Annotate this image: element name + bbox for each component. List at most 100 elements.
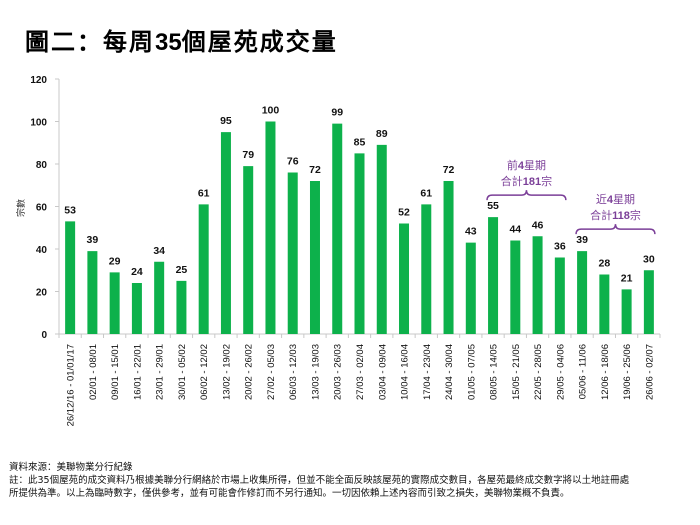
bar: [465, 242, 476, 334]
x-tick-label: 10/04 - 16/04: [400, 344, 411, 400]
bar: [287, 172, 298, 334]
bar: [109, 272, 120, 334]
annotation-line-2: 合計118宗: [590, 208, 641, 222]
x-tick-label: 19/06 - 25/06: [622, 344, 633, 400]
bar: [176, 280, 187, 334]
bar-value-label: 76: [287, 156, 299, 168]
bar-value-label: 36: [554, 241, 566, 253]
bar: [65, 221, 76, 334]
bar: [154, 261, 165, 334]
bar: [376, 144, 387, 334]
x-tick-label: 13/02 - 19/02: [221, 344, 232, 400]
bar-value-label: 21: [621, 272, 633, 284]
bar-value-label: 30: [643, 253, 655, 265]
bar: [198, 204, 209, 334]
bar-value-label: 24: [131, 266, 143, 278]
annotation-line-1: 近4星期: [596, 193, 635, 206]
y-tick-label: 0: [41, 330, 47, 341]
x-tick-label: 06/02 - 12/02: [199, 344, 210, 400]
bar-value-label: 43: [465, 226, 477, 238]
y-tick-label: 80: [36, 160, 48, 171]
bar-value-label: 100: [262, 105, 280, 117]
bar-value-label: 55: [487, 200, 499, 212]
x-tick-label: 20/03 - 26/03: [333, 344, 344, 400]
bar: [554, 257, 565, 334]
x-tick-label: 09/01 - 15/01: [110, 344, 121, 400]
bar-value-label: 25: [176, 264, 188, 276]
disclaimer-line-1: 註：此35個屋苑的成交資料乃根據美聯分行網絡於市場上收集所得，但並不能全面反映該…: [9, 475, 630, 486]
bar: [243, 166, 254, 334]
x-tick-label: 27/03 - 02/04: [355, 344, 366, 400]
title-prefix: 圖二：每周: [25, 27, 155, 56]
bar: [488, 217, 499, 334]
bar: [532, 236, 543, 334]
bar-value-label: 89: [376, 128, 388, 140]
x-tick-label: 26/06 - 02/07: [644, 344, 655, 400]
bar-value-label: 61: [198, 187, 210, 199]
bar-value-label: 39: [576, 234, 588, 246]
x-tick-label: 29/05 - 04/06: [555, 344, 566, 400]
bar: [399, 223, 410, 334]
bar: [421, 204, 432, 334]
y-tick-label: 40: [36, 245, 48, 256]
annotation-line-2: 合計181宗: [501, 174, 552, 188]
bar-value-label: 28: [599, 258, 611, 270]
x-tick-label: 17/04 - 23/04: [422, 344, 433, 400]
bar: [577, 251, 588, 334]
x-tick-label: 05/06 - 11/06: [578, 344, 589, 399]
disclaimer-line-2: 所提供為準。以上為臨時數字，僅供參考，並有可能會作修訂而不另行通知。一切因依賴上…: [9, 488, 570, 499]
bar-value-label: 72: [443, 164, 455, 176]
x-tick-label: 06/03 - 12/03: [288, 344, 299, 400]
bar: [87, 251, 98, 334]
x-tick-label: 01/05 - 07/05: [466, 344, 477, 400]
bar: [443, 181, 454, 334]
annotation-line-1: 前4星期: [507, 158, 546, 172]
annotation-brace: [575, 224, 656, 235]
y-tick-label: 20: [36, 288, 48, 299]
x-tick-label: 15/05 - 21/05: [511, 344, 522, 400]
bar-value-label: 79: [242, 149, 254, 161]
y-axis-label: 宗數: [15, 199, 27, 217]
annotation-brace: [486, 190, 567, 201]
bar: [220, 132, 231, 334]
bar: [354, 153, 365, 334]
x-tick-label: 12/06 - 18/06: [600, 344, 611, 400]
title-number: 35: [155, 29, 182, 56]
x-tick-label: 26/12/16 - 01/01/17: [66, 344, 77, 426]
bar-value-label: 72: [309, 164, 321, 176]
bar: [332, 123, 343, 334]
bar-value-label: 34: [153, 245, 165, 257]
bar-value-label: 53: [64, 204, 76, 216]
bar: [643, 270, 654, 334]
footer-notes: 資料來源：美聯物業分行紀錄 註：此35個屋苑的成交資料乃根據美聯分行網絡於市場上…: [9, 461, 629, 500]
title-suffix: 個屋苑成交量: [181, 27, 338, 56]
bar-value-label: 85: [354, 136, 366, 148]
y-tick-label: 120: [30, 75, 47, 86]
source-note: 資料來源：美聯物業分行紀錄: [9, 462, 133, 473]
y-tick-label: 60: [36, 203, 48, 214]
bar-value-label: 95: [220, 115, 232, 127]
x-tick-label: 20/02 - 26/02: [244, 344, 255, 400]
y-tick-label: 100: [30, 118, 47, 129]
bar-value-label: 29: [109, 255, 121, 267]
x-tick-label: 02/01 - 08/01: [88, 344, 99, 400]
bar-value-label: 99: [331, 107, 343, 119]
x-tick-label: 24/04 - 30/04: [444, 344, 455, 400]
bar-value-label: 39: [87, 234, 99, 246]
bar-value-label: 44: [509, 224, 521, 236]
x-tick-label: 16/01 - 22/01: [132, 344, 143, 400]
x-tick-label: 13/03 - 19/03: [310, 344, 321, 400]
bar: [510, 240, 521, 334]
x-tick-label: 23/01 - 29/01: [155, 344, 166, 400]
bar: [265, 121, 276, 334]
bar: [599, 274, 610, 334]
bar: [131, 283, 142, 334]
bar-value-label: 61: [420, 187, 432, 199]
bar: [309, 181, 320, 334]
chart-title: 圖二：每周35個屋苑成交量: [25, 22, 338, 57]
bar-value-label: 46: [532, 219, 544, 231]
x-tick-label: 03/04 - 09/04: [377, 344, 388, 400]
x-tick-label: 30/01 - 05/02: [177, 344, 188, 400]
x-tick-label: 22/05 - 28/05: [533, 344, 544, 400]
bar-value-label: 52: [398, 207, 410, 219]
